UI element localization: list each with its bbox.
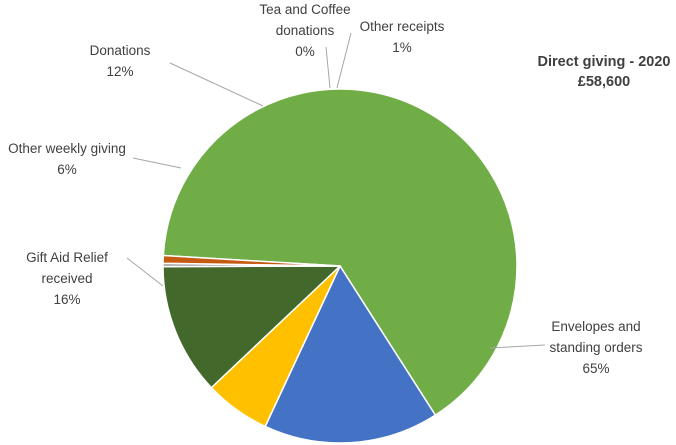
data-label-other-receipts: Other receipts 1% <box>360 19 445 55</box>
leader-line-donations <box>169 62 264 107</box>
data-label-other-weekly: Other weekly giving 6% <box>8 141 126 177</box>
leader-lines <box>126 32 546 349</box>
data-label-envelopes: Envelopes and standing orders 65% <box>549 319 642 376</box>
pie-slice-gift-aid <box>264 265 437 444</box>
pie-slice-donations <box>162 265 341 389</box>
leader-line-envelopes <box>489 344 546 349</box>
chart-title: Direct giving - 2020 <box>538 54 671 70</box>
data-label-donations: Donations 12% <box>90 43 151 79</box>
data-label-gift-aid: Gift Aid Relief received 16% <box>26 250 108 307</box>
leader-line-gift-aid <box>126 257 164 287</box>
pie-slices <box>162 88 518 444</box>
chart-subtitle: £58,600 <box>578 74 630 90</box>
pie-slice-other-receipts <box>162 254 341 267</box>
leader-line-other-weekly <box>132 157 182 169</box>
leader-line-other-receipts <box>336 32 352 89</box>
leader-line-tea-coffee <box>325 46 331 89</box>
slice-labels: Envelopes and standing orders 65% Gift Aid … <box>8 2 643 376</box>
pie-slice-envelopes <box>162 88 518 416</box>
data-label-tea-coffee: Tea and Coffee donations 0% <box>259 2 350 59</box>
